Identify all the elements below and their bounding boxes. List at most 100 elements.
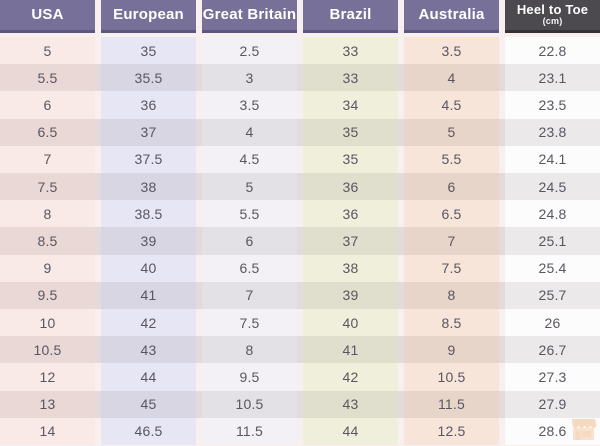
table-cell-european: 46.5 [101,417,196,446]
table-cell-great_britain: 10.5 [202,390,297,418]
table-cell-australia: 6.5 [404,200,499,228]
table-cell-australia: 5.5 [404,145,499,174]
table-cell-usa: 6.5 [0,118,95,146]
table-cell-australia: 7 [404,227,499,255]
table-row: 12 44 9.5 42 10.5 27.3 [0,363,600,391]
table-cell-heel_to_toe: 23.5 [505,91,600,119]
table-cell-heel_to_toe: 27.9 [505,390,600,418]
table-cell-brazil: 35 [303,118,398,146]
column-header-label: Great Britain [202,6,297,24]
table-cell-brazil: 36 [303,173,398,201]
table-cell-brazil: 33 [303,37,398,65]
table-cell-european: 37 [101,118,196,146]
table-cell-great_britain: 3.5 [202,91,297,119]
table-cell-european: 41 [101,281,196,310]
table-cell-heel_to_toe: 24.8 [505,200,600,228]
table-cell-australia: 6 [404,173,499,201]
table-cell-great_britain: 6.5 [202,254,297,282]
table-cell-great_britain: 9.5 [202,363,297,391]
table-cell-brazil: 35 [303,145,398,174]
table-cell-european: 42 [101,309,196,337]
column-header-label: Heel to Toe [516,2,589,18]
table-cell-brazil: 38 [303,254,398,282]
table-cell-heel_to_toe: 25.4 [505,254,600,282]
table-cell-european: 45 [101,390,196,418]
table-cell-great_britain: 4 [202,118,297,146]
table-cell-usa: 5.5 [0,64,95,92]
table-cell-european: 36 [101,91,196,119]
table-cell-usa: 14 [0,417,95,446]
table-cell-usa: 10.5 [0,336,95,364]
column-header-brazil: Brazil [303,0,398,33]
column-header-australia: Australia [404,0,499,33]
table-cell-european: 35.5 [101,64,196,92]
table-cell-european: 44 [101,363,196,391]
table-cell-great_britain: 7.5 [202,309,297,337]
table-row: 5 35 2.5 33 3.5 22.8 [0,37,600,65]
table-cell-great_britain: 4.5 [202,145,297,174]
table-cell-usa: 9 [0,254,95,282]
table-cell-australia: 10.5 [404,363,499,391]
table-row: 8.5 39 6 37 7 25.1 [0,227,600,255]
table-row: 7 37.5 4.5 35 5.5 24.1 [0,145,600,174]
table-row: 10.5 43 8 41 9 26.7 [0,336,600,364]
table-cell-heel_to_toe: 27.3 [505,363,600,391]
table-cell-australia: 5 [404,118,499,146]
table-cell-heel_to_toe: 25.7 [505,281,600,310]
table-cell-brazil: 42 [303,363,398,391]
table-cell-great_britain: 6 [202,227,297,255]
table-cell-great_britain: 3 [202,64,297,92]
table-cell-australia: 4 [404,64,499,92]
table-cell-usa: 9.5 [0,281,95,310]
table-cell-australia: 12.5 [404,417,499,446]
table-row: 6.5 37 4 35 5 23.8 [0,118,600,146]
table-cell-usa: 7 [0,145,95,174]
table-cell-usa: 10 [0,309,95,337]
column-header-usa: USA [0,0,95,33]
column-header-great_britain: Great Britain [202,0,297,33]
table-cell-brazil: 44 [303,417,398,446]
table-cell-brazil: 41 [303,336,398,364]
table-cell-brazil: 40 [303,309,398,337]
table-row: 9.5 41 7 39 8 25.7 [0,281,600,310]
table-cell-brazil: 43 [303,390,398,418]
column-header-label: Brazil [329,6,372,24]
table-cell-great_britain: 8 [202,336,297,364]
table-cell-heel_to_toe: 23.8 [505,118,600,146]
column-header-label: USA [31,6,64,24]
table-cell-heel_to_toe: 23.1 [505,64,600,92]
table-cell-australia: 4.5 [404,91,499,119]
table-cell-brazil: 37 [303,227,398,255]
table-cell-european: 37.5 [101,145,196,174]
table-cell-australia: 11.5 [404,390,499,418]
table-row: 6 36 3.5 34 4.5 23.5 [0,91,600,119]
column-header-label: Australia [418,6,485,24]
table-row: 5.5 35.5 3 33 4 23.1 [0,64,600,92]
table-body: 5 35 2.5 33 3.5 22.8 5.5 35.5 3 33 4 23.1 6 36 3.5 34 4.… [0,37,600,446]
column-header-heel_to_toe: Heel to Toe (cm) [505,0,600,33]
column-header-european: European [101,0,196,33]
table-cell-european: 40 [101,254,196,282]
table-cell-heel_to_toe: 24.1 [505,145,600,174]
table-cell-usa: 13 [0,390,95,418]
table-cell-heel_to_toe: 28.6 [505,417,600,446]
table-cell-usa: 7.5 [0,173,95,201]
table-cell-european: 35 [101,37,196,65]
table-cell-heel_to_toe: 25.1 [505,227,600,255]
table-row: 7.5 38 5 36 6 24.5 [0,173,600,201]
table-cell-european: 43 [101,336,196,364]
table-cell-usa: 8 [0,200,95,228]
table-row: 9 40 6.5 38 7.5 25.4 [0,254,600,282]
table-cell-great_britain: 2.5 [202,37,297,65]
table-cell-heel_to_toe: 24.5 [505,173,600,201]
table-cell-european: 38.5 [101,200,196,228]
table-cell-australia: 8 [404,281,499,310]
table-cell-usa: 12 [0,363,95,391]
table-cell-heel_to_toe: 26.7 [505,336,600,364]
table-cell-usa: 8.5 [0,227,95,255]
table-cell-heel_to_toe: 26 [505,309,600,337]
table-cell-australia: 7.5 [404,254,499,282]
table-cell-heel_to_toe: 22.8 [505,37,600,65]
table-cell-australia: 9 [404,336,499,364]
